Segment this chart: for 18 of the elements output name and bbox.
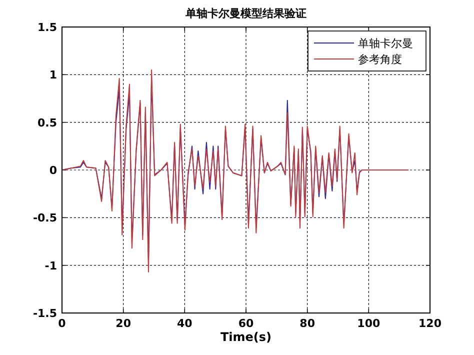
chart-title: 单轴卡尔曼模型结果验证: [184, 7, 306, 20]
y-tick-label: 1: [49, 68, 57, 82]
y-tick-label: -1.5: [32, 307, 57, 320]
x-tick-label: 120: [418, 317, 442, 330]
y-tick-label: -1: [44, 259, 57, 272]
x-tick-label: 60: [238, 317, 254, 330]
x-tick-label: 40: [177, 317, 193, 330]
y-tick-label: 0.5: [38, 116, 57, 130]
x-tick-label: 80: [300, 317, 316, 330]
x-tick-label: 0: [58, 317, 66, 330]
y-tick-label: 0: [49, 164, 58, 177]
y-tick-label: 1.5: [38, 21, 57, 34]
x-tick-label: 100: [357, 317, 380, 330]
y-tick-label: -0.5: [32, 212, 57, 225]
legend-label: 单轴卡尔曼: [358, 37, 413, 50]
legend-label: 参考角度: [358, 53, 402, 66]
x-axis-title: Time(s): [220, 330, 272, 344]
x-tick-label: 20: [116, 317, 132, 330]
